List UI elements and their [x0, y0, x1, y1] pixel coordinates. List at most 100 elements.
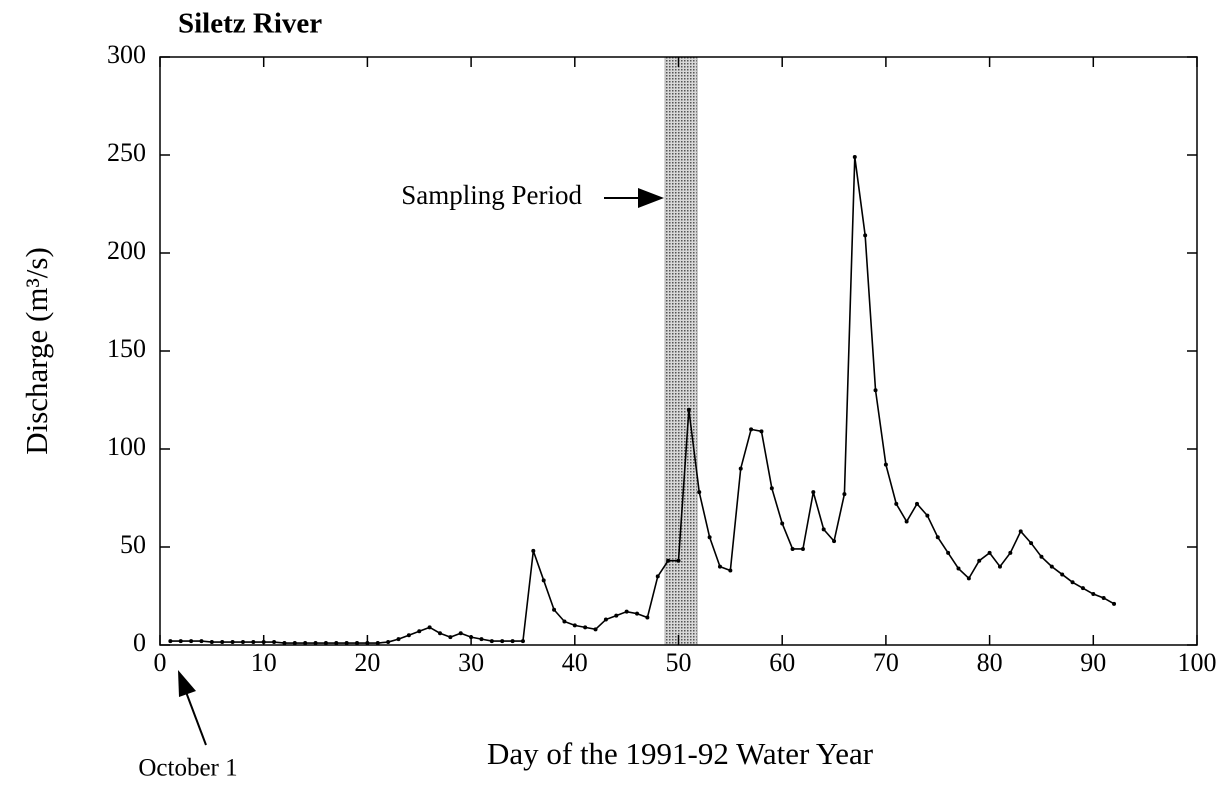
x-axis-label: Day of the 1991-92 Water Year [487, 736, 874, 771]
data-point [697, 490, 702, 495]
data-point [303, 641, 308, 646]
data-point [800, 546, 805, 551]
data-point [987, 550, 992, 555]
data-point [935, 535, 940, 540]
data-point [479, 637, 484, 642]
data-point [852, 154, 857, 159]
data-point [759, 429, 764, 434]
data-point [769, 486, 774, 491]
data-point [1070, 580, 1075, 585]
data-point [614, 613, 619, 618]
x-tick-label: 80 [977, 648, 1003, 677]
arrow [185, 691, 207, 746]
chart-title: Siletz River [178, 8, 322, 40]
data-point [251, 640, 256, 645]
data-point [728, 568, 733, 573]
data-point [396, 637, 401, 642]
data-point [189, 639, 194, 644]
y-tick-label: 100 [107, 432, 146, 461]
data-point [355, 641, 360, 646]
data-point [365, 641, 370, 646]
data-point [261, 640, 266, 645]
y-axis-label: Discharge (m³/s) [19, 247, 54, 455]
data-point [624, 609, 629, 614]
data-point [334, 641, 339, 646]
data-point [469, 635, 474, 640]
data-point [1091, 592, 1096, 597]
y-tick-label: 0 [133, 628, 146, 657]
data-point [282, 641, 287, 646]
data-point [199, 639, 204, 644]
data-point [894, 501, 899, 506]
data-point [977, 558, 982, 563]
data-point [489, 639, 494, 644]
annotation: October 1 [138, 755, 237, 782]
data-point [240, 640, 245, 645]
data-point [1049, 564, 1054, 569]
data-point [178, 639, 183, 644]
data-point [427, 625, 432, 630]
data-point [1039, 554, 1044, 559]
data-point [676, 558, 681, 563]
x-tick-label: 20 [354, 648, 380, 677]
data-point [448, 635, 453, 640]
data-point [1029, 541, 1034, 546]
data-point [842, 492, 847, 497]
data-point [635, 611, 640, 616]
data-point [1060, 572, 1065, 577]
data-point [738, 466, 743, 471]
x-tick-label: 10 [251, 648, 277, 677]
data-point [925, 513, 930, 518]
data-point [272, 640, 277, 645]
data-point [406, 633, 411, 638]
data-point [510, 639, 515, 644]
data-point [717, 564, 722, 569]
data-point [863, 233, 868, 238]
discharge-line [170, 156, 1115, 644]
data-point [707, 535, 712, 540]
data-point [666, 558, 671, 563]
x-tick-label: 70 [873, 648, 899, 677]
data-point [655, 574, 660, 579]
x-tick-label: 100 [1178, 648, 1217, 677]
data-point [956, 566, 961, 571]
x-tick-label: 0 [154, 648, 167, 677]
data-point [583, 625, 588, 630]
data-point [562, 619, 567, 624]
data-point [645, 615, 650, 620]
x-tick-label: 90 [1080, 648, 1106, 677]
data-point [520, 639, 525, 644]
x-tick-label: 30 [458, 648, 484, 677]
data-point [1112, 601, 1117, 606]
data-point [1080, 586, 1085, 591]
data-point [552, 607, 557, 612]
data-point [821, 527, 826, 532]
data-point [832, 539, 837, 544]
data-point [946, 550, 951, 555]
data-point [220, 640, 225, 645]
data-point [417, 629, 422, 634]
data-point [437, 631, 442, 636]
x-tick-label: 60 [769, 648, 795, 677]
data-point [966, 576, 971, 581]
sampling-period [664, 56, 698, 646]
x-tick-label: 40 [562, 648, 588, 677]
data-point [344, 641, 349, 646]
data-point [904, 519, 909, 524]
data-point [593, 627, 598, 632]
y-tick-label: 50 [120, 530, 146, 559]
x-tick-label: 50 [666, 648, 692, 677]
data-point [168, 639, 173, 644]
data-point [749, 427, 754, 432]
y-tick-label: 300 [107, 40, 146, 69]
data-point [209, 640, 214, 645]
data-point [873, 388, 878, 393]
data-point [997, 564, 1002, 569]
data-point [375, 641, 380, 646]
data-point [790, 546, 795, 551]
data-point [1008, 550, 1013, 555]
data-point [531, 548, 536, 553]
data-point [883, 462, 888, 467]
arrow-head [638, 188, 664, 208]
